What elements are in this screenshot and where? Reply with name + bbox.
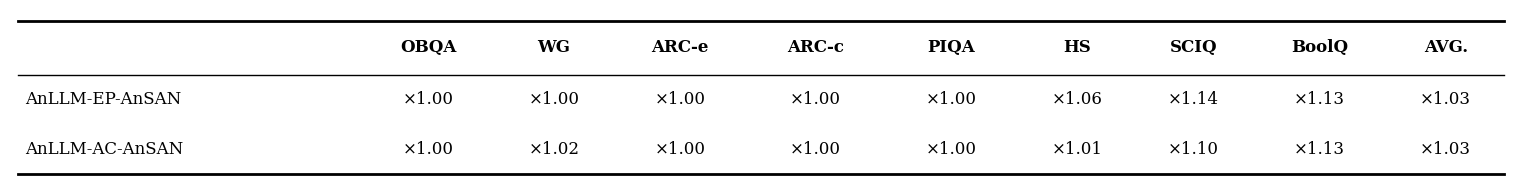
Text: OBQA: OBQA: [400, 39, 457, 56]
Text: ×1.00: ×1.00: [790, 91, 842, 108]
Text: HS: HS: [1062, 39, 1091, 56]
Text: ×1.00: ×1.00: [402, 91, 454, 108]
Text: AnLLM-AC-AnSAN: AnLLM-AC-AnSAN: [26, 141, 184, 158]
Text: PIQA: PIQA: [927, 39, 974, 56]
Text: ×1.00: ×1.00: [654, 141, 706, 158]
Text: ×1.06: ×1.06: [1052, 91, 1102, 108]
Text: ×1.02: ×1.02: [528, 141, 580, 158]
Text: BoolQ: BoolQ: [1291, 39, 1348, 56]
Text: ×1.00: ×1.00: [925, 91, 976, 108]
Text: ARC-c: ARC-c: [787, 39, 845, 56]
Text: SCIQ: SCIQ: [1170, 39, 1218, 56]
Text: ×1.00: ×1.00: [402, 141, 454, 158]
Text: AVG.: AVG.: [1423, 39, 1467, 56]
Text: ×1.03: ×1.03: [1420, 141, 1472, 158]
Text: AnLLM-EP-AnSAN: AnLLM-EP-AnSAN: [26, 91, 181, 108]
Text: ×1.14: ×1.14: [1167, 91, 1219, 108]
Text: ×1.01: ×1.01: [1052, 141, 1102, 158]
Text: ×1.00: ×1.00: [790, 141, 842, 158]
Text: ×1.00: ×1.00: [925, 141, 976, 158]
Text: ×1.10: ×1.10: [1167, 141, 1219, 158]
Text: WG: WG: [537, 39, 571, 56]
Text: ×1.13: ×1.13: [1294, 91, 1345, 108]
Text: ×1.03: ×1.03: [1420, 91, 1472, 108]
Text: ARC-e: ARC-e: [651, 39, 709, 56]
Text: ×1.00: ×1.00: [528, 91, 580, 108]
Text: ×1.13: ×1.13: [1294, 141, 1345, 158]
Text: ×1.00: ×1.00: [654, 91, 706, 108]
